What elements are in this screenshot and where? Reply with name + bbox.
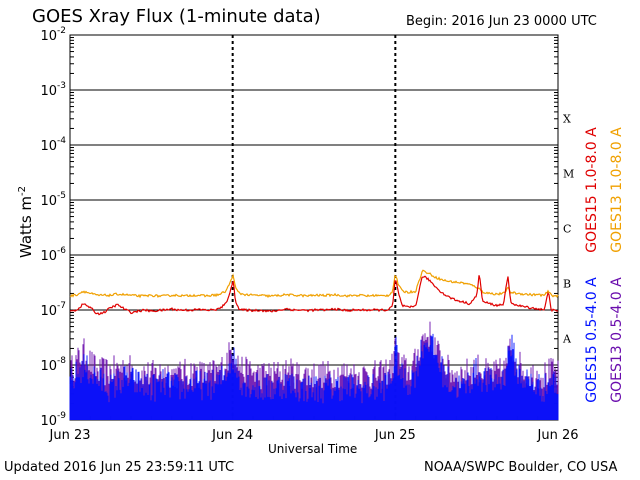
y-tick-label: 10-5 <box>40 191 66 209</box>
plot-frame <box>69 34 559 421</box>
series-1-line <box>69 269 559 299</box>
flare-class-label: M <box>563 168 574 181</box>
flare-class-label: C <box>563 223 571 236</box>
flare-class-label: X <box>563 113 571 126</box>
y-tick-label: 10-3 <box>40 81 66 99</box>
x-tick-label: Jun 24 <box>211 428 253 443</box>
y-tick-label: 10-2 <box>40 26 66 44</box>
flare-class-label: A <box>562 333 572 346</box>
y-tick-label: 10-9 <box>40 411 66 429</box>
credit: NOAA/SWPC Boulder, CO USA <box>424 460 618 475</box>
y-tick-label: 10-7 <box>40 301 66 319</box>
legend-goes13-short: GOES13 0.5-4.0 A <box>609 277 625 403</box>
updated-time: Updated 2016 Jun 25 23:59:11 UTC <box>4 460 235 475</box>
legend-goes13-long: GOES13 1.0-8.0 A <box>609 127 625 253</box>
x-tick-label: Jun 26 <box>537 428 579 443</box>
x-tick-label: Jun 23 <box>49 428 91 443</box>
y-tick-label: 10-4 <box>40 136 66 154</box>
series-0-line <box>69 275 559 316</box>
x-axis-label: Universal Time <box>268 442 358 456</box>
series-2-line <box>69 333 559 420</box>
y-tick-label: 10-6 <box>40 246 66 264</box>
legend-goes15-long: GOES15 1.0-8.0 A <box>584 127 600 253</box>
begin-time: Begin: 2016 Jun 23 0000 UTC <box>406 14 597 29</box>
y-tick-label: 10-8 <box>40 356 66 374</box>
x-tick-label: Jun 25 <box>374 428 416 443</box>
legend-goes15-short: GOES15 0.5-4.0 A <box>584 277 600 403</box>
chart-title: GOES Xray Flux (1-minute data) <box>32 6 321 27</box>
flare-class-label: B <box>563 278 571 291</box>
